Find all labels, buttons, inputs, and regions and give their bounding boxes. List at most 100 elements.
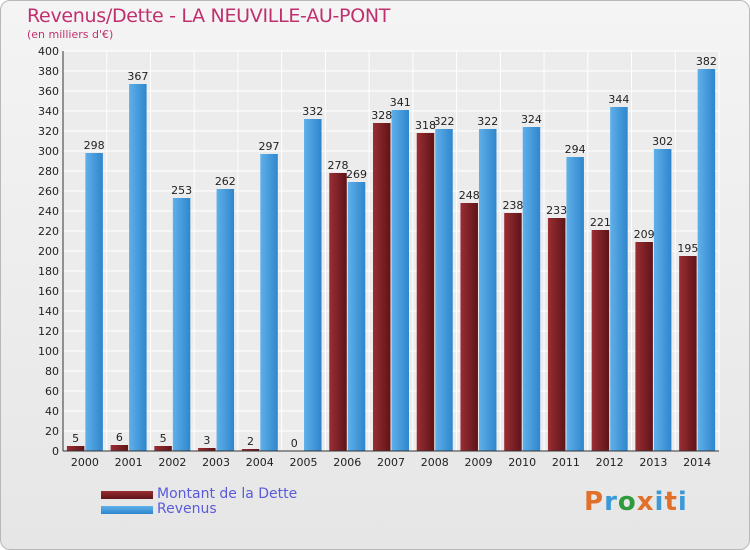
data-label-revenus: 367: [127, 70, 148, 83]
bar-revenus: [260, 154, 278, 451]
y-tick-label: 80: [45, 365, 59, 378]
x-tick-label: 2011: [552, 456, 580, 469]
x-tick-label: 2003: [202, 456, 230, 469]
legend: Montant de la Dette Revenus: [101, 487, 297, 517]
y-tick-label: 360: [38, 85, 59, 98]
data-label-dette: 3: [203, 434, 210, 447]
data-label-dette: 195: [677, 242, 698, 255]
bar-revenus: [478, 129, 497, 451]
bar-revenus: [304, 119, 322, 451]
data-label-dette: 209: [634, 228, 655, 241]
data-label-revenus: 322: [477, 115, 498, 128]
data-label-dette: 221: [590, 216, 611, 229]
logo-letter: i: [654, 487, 665, 517]
data-label-revenus: 302: [652, 135, 673, 148]
y-tick-label: 260: [38, 185, 59, 198]
data-label-dette: 6: [116, 431, 123, 444]
y-tick-label: 160: [38, 285, 59, 298]
x-tick-label: 2008: [421, 456, 449, 469]
x-tick-label: 2013: [639, 456, 667, 469]
bar-dette: [329, 173, 347, 451]
data-label-revenus: 298: [84, 139, 105, 152]
bar-revenus: [129, 84, 147, 451]
y-tick-label: 240: [38, 205, 59, 218]
y-tick-label: 120: [38, 325, 59, 338]
x-tick-label: 2012: [596, 456, 624, 469]
data-label-revenus: 332: [302, 105, 323, 118]
y-tick-label: 20: [45, 425, 59, 438]
data-label-revenus: 324: [521, 113, 542, 126]
y-tick-label: 340: [38, 105, 59, 118]
bar-dette: [154, 446, 172, 451]
data-label-dette: 248: [459, 189, 480, 202]
bar-dette: [198, 448, 216, 451]
data-label-revenus: 294: [565, 143, 586, 156]
data-label-revenus: 382: [696, 55, 717, 68]
logo-letter: r: [604, 487, 618, 517]
data-label-dette: 278: [328, 159, 349, 172]
data-label-dette: 328: [371, 109, 392, 122]
y-tick-label: 400: [38, 45, 59, 58]
bar-dette: [66, 446, 85, 451]
data-label-dette: 233: [546, 204, 567, 217]
proxiti-logo: Proxiti: [584, 487, 688, 517]
x-tick-label: 2005: [290, 456, 318, 469]
bar-revenus: [610, 107, 628, 451]
logo-letter: i: [677, 487, 688, 517]
bar-dette: [504, 213, 522, 451]
bar-revenus: [172, 198, 191, 451]
bar-revenus: [216, 189, 235, 451]
x-tick-label: 2014: [683, 456, 711, 469]
legend-item-dette: Montant de la Dette: [101, 487, 297, 502]
legend-label-revenus: Revenus: [157, 501, 217, 517]
x-tick-label: 2009: [464, 456, 492, 469]
y-tick-label: 180: [38, 265, 59, 278]
y-tick-label: 200: [38, 245, 59, 258]
y-tick-label: 300: [38, 145, 59, 158]
x-tick-label: 2006: [333, 456, 361, 469]
bar-revenus: [653, 149, 672, 451]
chart-title: Revenus/Dette - LA NEUVILLE-AU-PONT: [27, 5, 391, 27]
x-tick-label: 2002: [158, 456, 186, 469]
bar-dette: [110, 445, 129, 451]
y-tick-label: 220: [38, 225, 59, 238]
legend-swatch-revenus: [101, 505, 153, 514]
y-tick-label: 140: [38, 305, 59, 318]
y-tick-label: 40: [45, 405, 59, 418]
data-label-dette: 2: [247, 435, 254, 448]
data-label-dette: 5: [72, 432, 79, 445]
legend-swatch-dette: [101, 490, 153, 499]
data-label-revenus: 341: [390, 96, 411, 109]
logo-letter: o: [617, 487, 637, 517]
legend-label-dette: Montant de la Dette: [157, 486, 298, 502]
logo-letter: P: [584, 487, 605, 517]
y-tick-label: 0: [52, 445, 59, 458]
x-tick-label: 2007: [377, 456, 405, 469]
data-label-dette: 318: [415, 119, 436, 132]
x-tick-label: 2000: [71, 456, 99, 469]
bar-revenus: [566, 157, 584, 451]
data-label-revenus: 344: [608, 93, 629, 106]
x-tick-label: 2010: [508, 456, 536, 469]
bar-revenus: [435, 129, 453, 451]
bar-dette: [373, 123, 391, 451]
data-label-revenus: 297: [259, 140, 280, 153]
data-label-dette: 238: [502, 199, 523, 212]
logo-letter: t: [664, 487, 678, 517]
data-label-revenus: 253: [171, 184, 192, 197]
y-tick-label: 100: [38, 345, 59, 358]
y-tick-label: 320: [38, 125, 59, 138]
bar-revenus: [347, 182, 366, 451]
legend-item-revenus: Revenus: [101, 502, 297, 517]
bar-revenus: [522, 127, 541, 451]
bar-dette: [635, 242, 653, 451]
y-tick-label: 60: [45, 385, 59, 398]
data-label-revenus: 269: [346, 168, 367, 181]
data-label-revenus: 262: [215, 175, 236, 188]
bar-revenus: [697, 69, 716, 451]
bar-dette: [460, 203, 478, 451]
x-tick-label: 2001: [115, 456, 143, 469]
bar-dette: [547, 218, 566, 451]
bar-dette: [591, 230, 610, 451]
